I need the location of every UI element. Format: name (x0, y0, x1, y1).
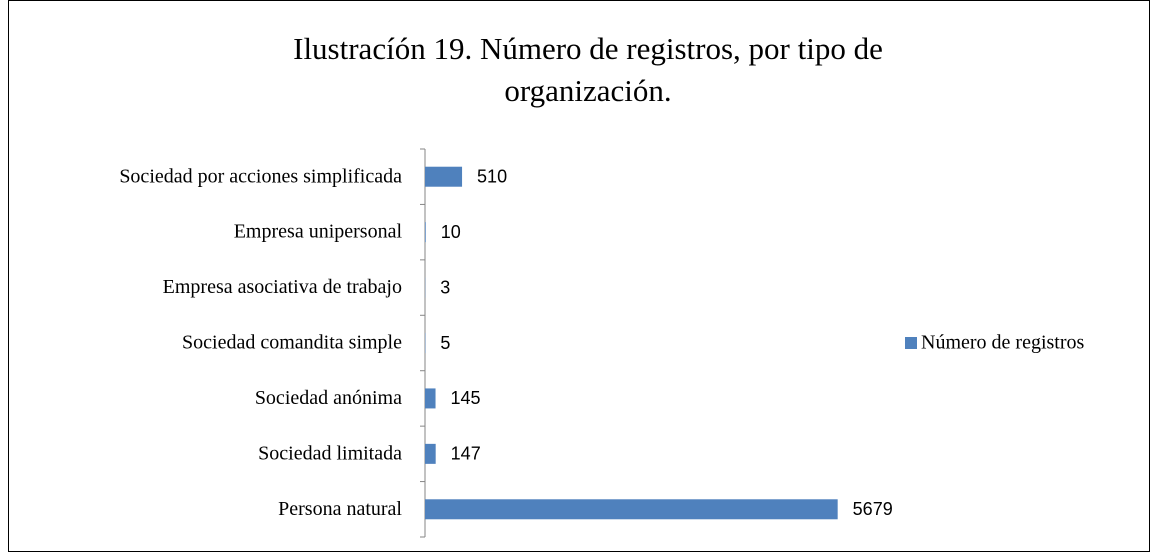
bar (425, 166, 463, 187)
y-tick-label: Sociedad comandita simple (182, 332, 402, 354)
data-label: 510 (477, 166, 507, 186)
data-label: 147 (451, 444, 481, 464)
data-label: 3 (440, 277, 450, 297)
legend-swatch (905, 337, 917, 349)
data-label: 145 (451, 388, 481, 408)
chart-border (8, 0, 1150, 552)
y-tick-label: Empresa asociativa de trabajo (163, 276, 402, 298)
data-label: 5679 (853, 499, 893, 519)
bar (425, 443, 436, 464)
y-tick-label: Sociedad limitada (258, 442, 402, 464)
y-tick-label: Persona natural (278, 498, 402, 520)
legend-label: Número de registros (921, 332, 1085, 354)
y-tick-label: Empresa unipersonal (234, 221, 403, 243)
bar (425, 499, 838, 520)
bar (425, 222, 426, 243)
data-label: 5 (440, 333, 450, 353)
data-label: 10 (441, 222, 461, 242)
y-tick-label: Sociedad anónima (255, 387, 402, 409)
bar (425, 388, 436, 409)
y-tick-label: Sociedad por acciones simplificada (119, 165, 402, 187)
chart-title: Ilustracíón 19. Número de registros, por… (293, 31, 883, 108)
